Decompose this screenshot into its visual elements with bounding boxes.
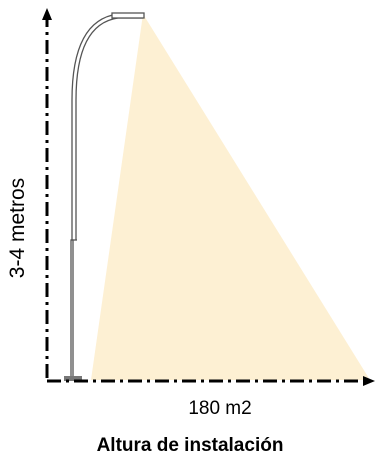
arrow-right-icon [363,376,375,386]
vertical-axis [42,8,52,378]
horizontal-axis [47,376,375,386]
lamp-pole [70,12,145,378]
light-cone [91,14,370,380]
area-label: 180 m2 [188,398,252,419]
pole-base [64,376,82,381]
arrow-up-icon [42,8,52,20]
height-label: 3-4 metros [6,177,29,279]
installation-height-caption: Altura de instalación [96,435,284,456]
